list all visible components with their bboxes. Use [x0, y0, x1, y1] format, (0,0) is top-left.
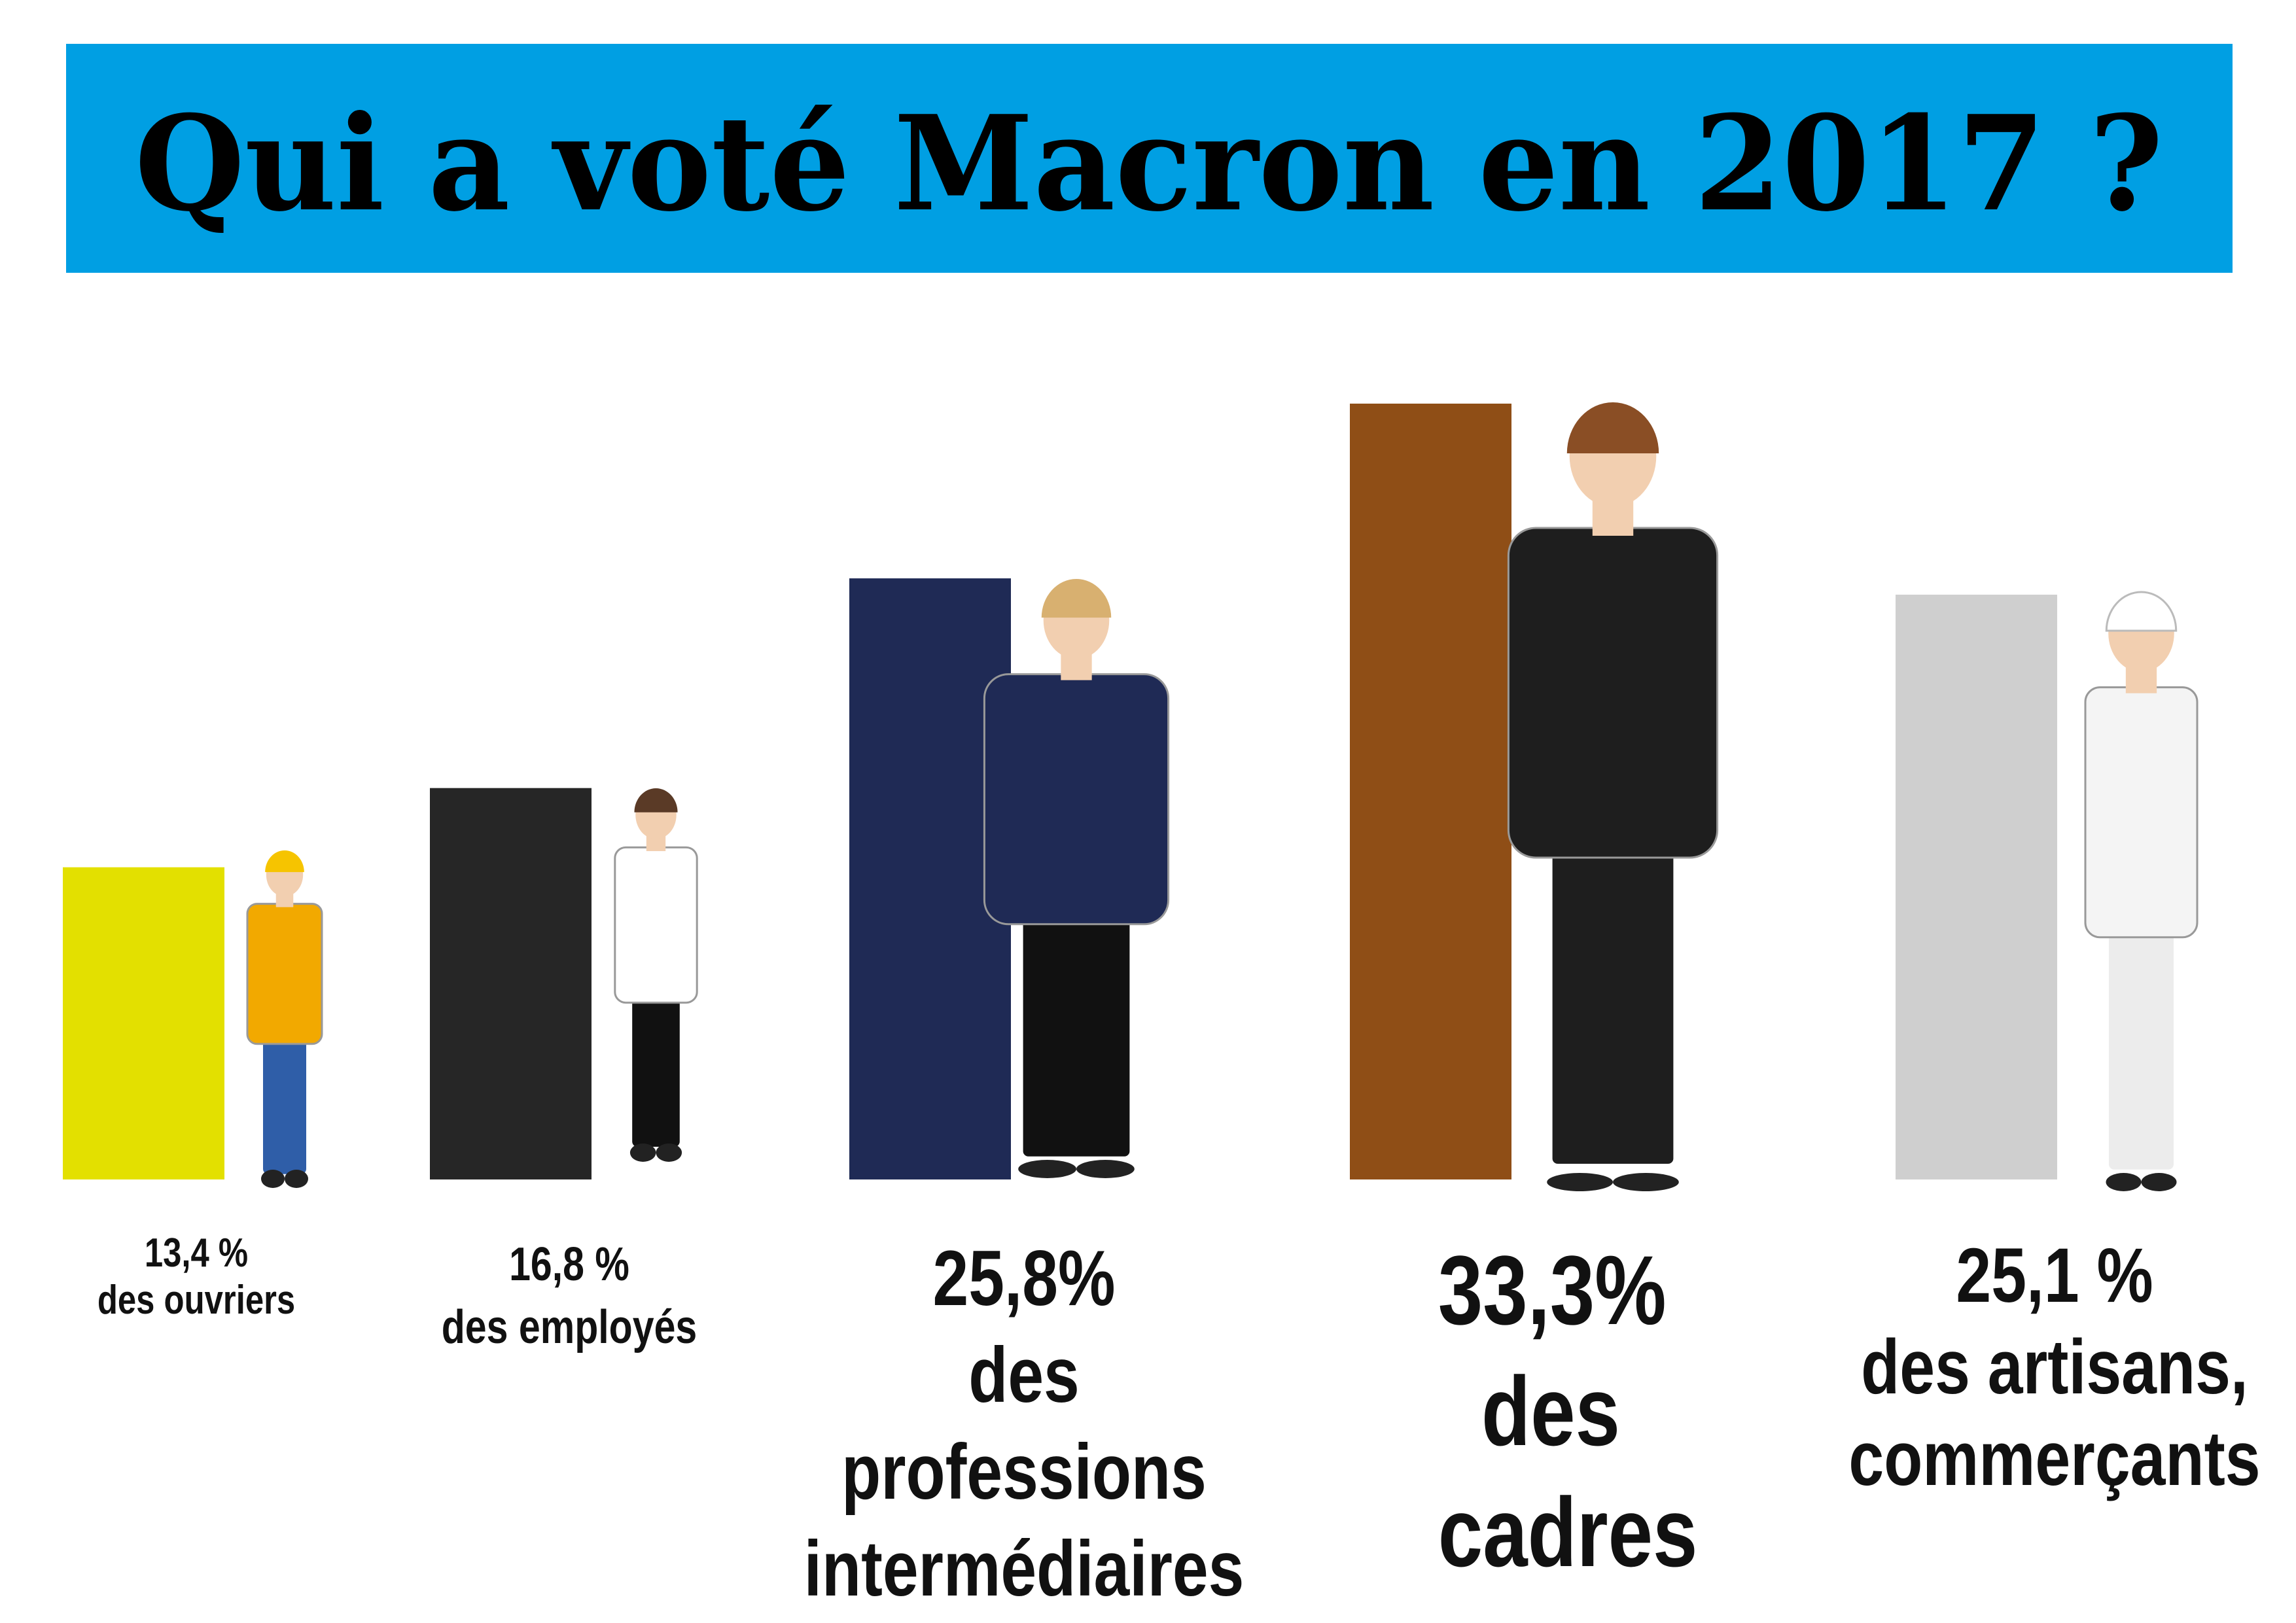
category-label: des professions intermédiaires [804, 1331, 1245, 1613]
person-legs [263, 1034, 306, 1174]
person-illustration [2084, 591, 2199, 1191]
value-label: 33,3% [1438, 1235, 1667, 1345]
value-label: 25,1 % [1956, 1232, 2153, 1319]
person-body [614, 846, 698, 1004]
person-shoe [629, 1143, 656, 1162]
bar-label: 16,8 % des employés [419, 1233, 719, 1359]
person-illustration [983, 579, 1170, 1178]
person-hair [1566, 402, 1659, 453]
person-body [1507, 527, 1719, 859]
person-shoe [285, 1170, 308, 1188]
category-label: des ouvriers [97, 1278, 296, 1323]
person-body [246, 903, 323, 1045]
value-label: 25,8% [932, 1234, 1116, 1322]
person-hair [634, 788, 678, 812]
person-body [2084, 686, 2199, 939]
bar [63, 867, 224, 1179]
person-legs [1023, 906, 1130, 1157]
person-shoe [261, 1170, 285, 1188]
bar-label: 25,1 % des artisans, commerçants [1840, 1230, 2269, 1505]
person-legs [2109, 919, 2174, 1170]
person-shoe [1547, 1173, 1614, 1191]
bar-label: 25,8% des professions intermédiaires [783, 1230, 1265, 1617]
bar [430, 788, 592, 1179]
person-shoe [1613, 1173, 1679, 1191]
category-label: des cadres [1438, 1356, 1698, 1587]
bar [1896, 595, 2057, 1179]
person-shoe [1018, 1160, 1076, 1178]
person-illustration [246, 850, 323, 1188]
bar [1350, 404, 1511, 1179]
person-shoe [2106, 1173, 2142, 1191]
person-illustration [614, 788, 698, 1162]
category-label: des artisans, commerçants [1848, 1324, 2261, 1502]
bar-label: 33,3% des cadres [1438, 1230, 1698, 1593]
person-shoe [1076, 1160, 1135, 1178]
bar-label: 13,4 % des ouvriers [57, 1230, 336, 1324]
person-legs [1552, 834, 1674, 1164]
person-hair [2105, 591, 2178, 632]
chart-title: Qui a voté Macron en 2017 ? [135, 87, 2163, 241]
category-label: des employés [441, 1301, 698, 1353]
person-illustration [1507, 402, 1719, 1191]
title-banner [66, 44, 2233, 273]
person-legs [632, 991, 680, 1147]
person-shoe [2141, 1173, 2177, 1191]
person-hair [1041, 579, 1112, 618]
person-shoe [656, 1143, 682, 1162]
person-hair [265, 850, 304, 873]
value-label: 16,8 % [509, 1238, 629, 1291]
person-body [983, 673, 1170, 926]
value-label: 13,4 % [144, 1230, 249, 1276]
